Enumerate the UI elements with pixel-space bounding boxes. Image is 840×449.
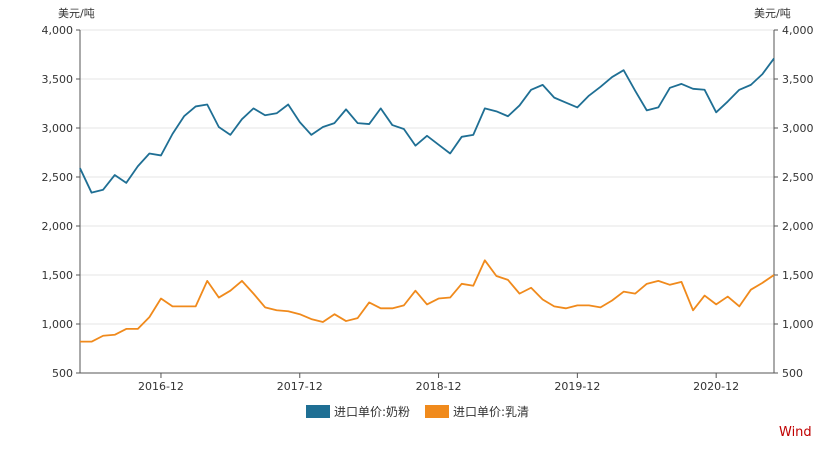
x-tick-label: 2017-12 bbox=[277, 380, 323, 393]
y-axis-right-ticks: 500 1,000 1,500 2,000 2,500 3,000 3,500 4,000 bbox=[774, 24, 814, 380]
x-tick-label: 2016-12 bbox=[138, 380, 184, 393]
y-tick-label-right: 1,500 bbox=[782, 269, 814, 282]
y-tick-label-left: 500 bbox=[52, 367, 73, 380]
gridlines bbox=[80, 29, 774, 325]
legend: 进口单价:奶粉 进口单价:乳清 bbox=[306, 405, 529, 419]
y-tick-label-right: 4,000 bbox=[782, 24, 814, 37]
y-tick-label-left: 3,000 bbox=[42, 122, 74, 135]
series-lines bbox=[79, 57, 775, 343]
watermark: Wind bbox=[779, 425, 812, 440]
x-axis-ticks: 2016-12 2017-12 2018-12 2019-12 2020-12 bbox=[138, 373, 739, 393]
series-line-1 bbox=[79, 57, 775, 194]
legend-label: 进口单价:奶粉 bbox=[334, 405, 410, 419]
y-tick-label-right: 3,000 bbox=[782, 122, 814, 135]
y-tick-label-right: 2,500 bbox=[782, 171, 814, 184]
y-tick-label-right: 3,500 bbox=[782, 73, 814, 86]
y-unit-left: 美元/吨 bbox=[58, 7, 95, 20]
x-tick-label: 2020-12 bbox=[693, 380, 739, 393]
y-tick-label-left: 1,500 bbox=[42, 269, 74, 282]
legend-swatch bbox=[306, 405, 330, 418]
y-tick-label-left: 2,000 bbox=[42, 220, 74, 233]
x-tick-label: 2019-12 bbox=[554, 380, 600, 393]
series-line-2 bbox=[80, 259, 775, 343]
x-tick-label: 2018-12 bbox=[416, 380, 462, 393]
legend-swatch bbox=[425, 405, 449, 418]
y-tick-label-right: 1,000 bbox=[782, 318, 814, 331]
y-tick-label-right: 2,000 bbox=[782, 220, 814, 233]
y-unit-right: 美元/吨 bbox=[754, 7, 791, 20]
y-tick-label-left: 1,000 bbox=[42, 318, 74, 331]
y-tick-label-left: 2,500 bbox=[42, 171, 74, 184]
y-axis-left-ticks: 500 1,000 1,500 2,000 2,500 3,000 3,500 4,000 bbox=[42, 24, 80, 380]
y-tick-label-right: 500 bbox=[782, 367, 803, 380]
y-tick-label-left: 4,000 bbox=[42, 24, 74, 37]
y-tick-label-left: 3,500 bbox=[42, 73, 74, 86]
legend-label: 进口单价:乳清 bbox=[453, 405, 529, 419]
